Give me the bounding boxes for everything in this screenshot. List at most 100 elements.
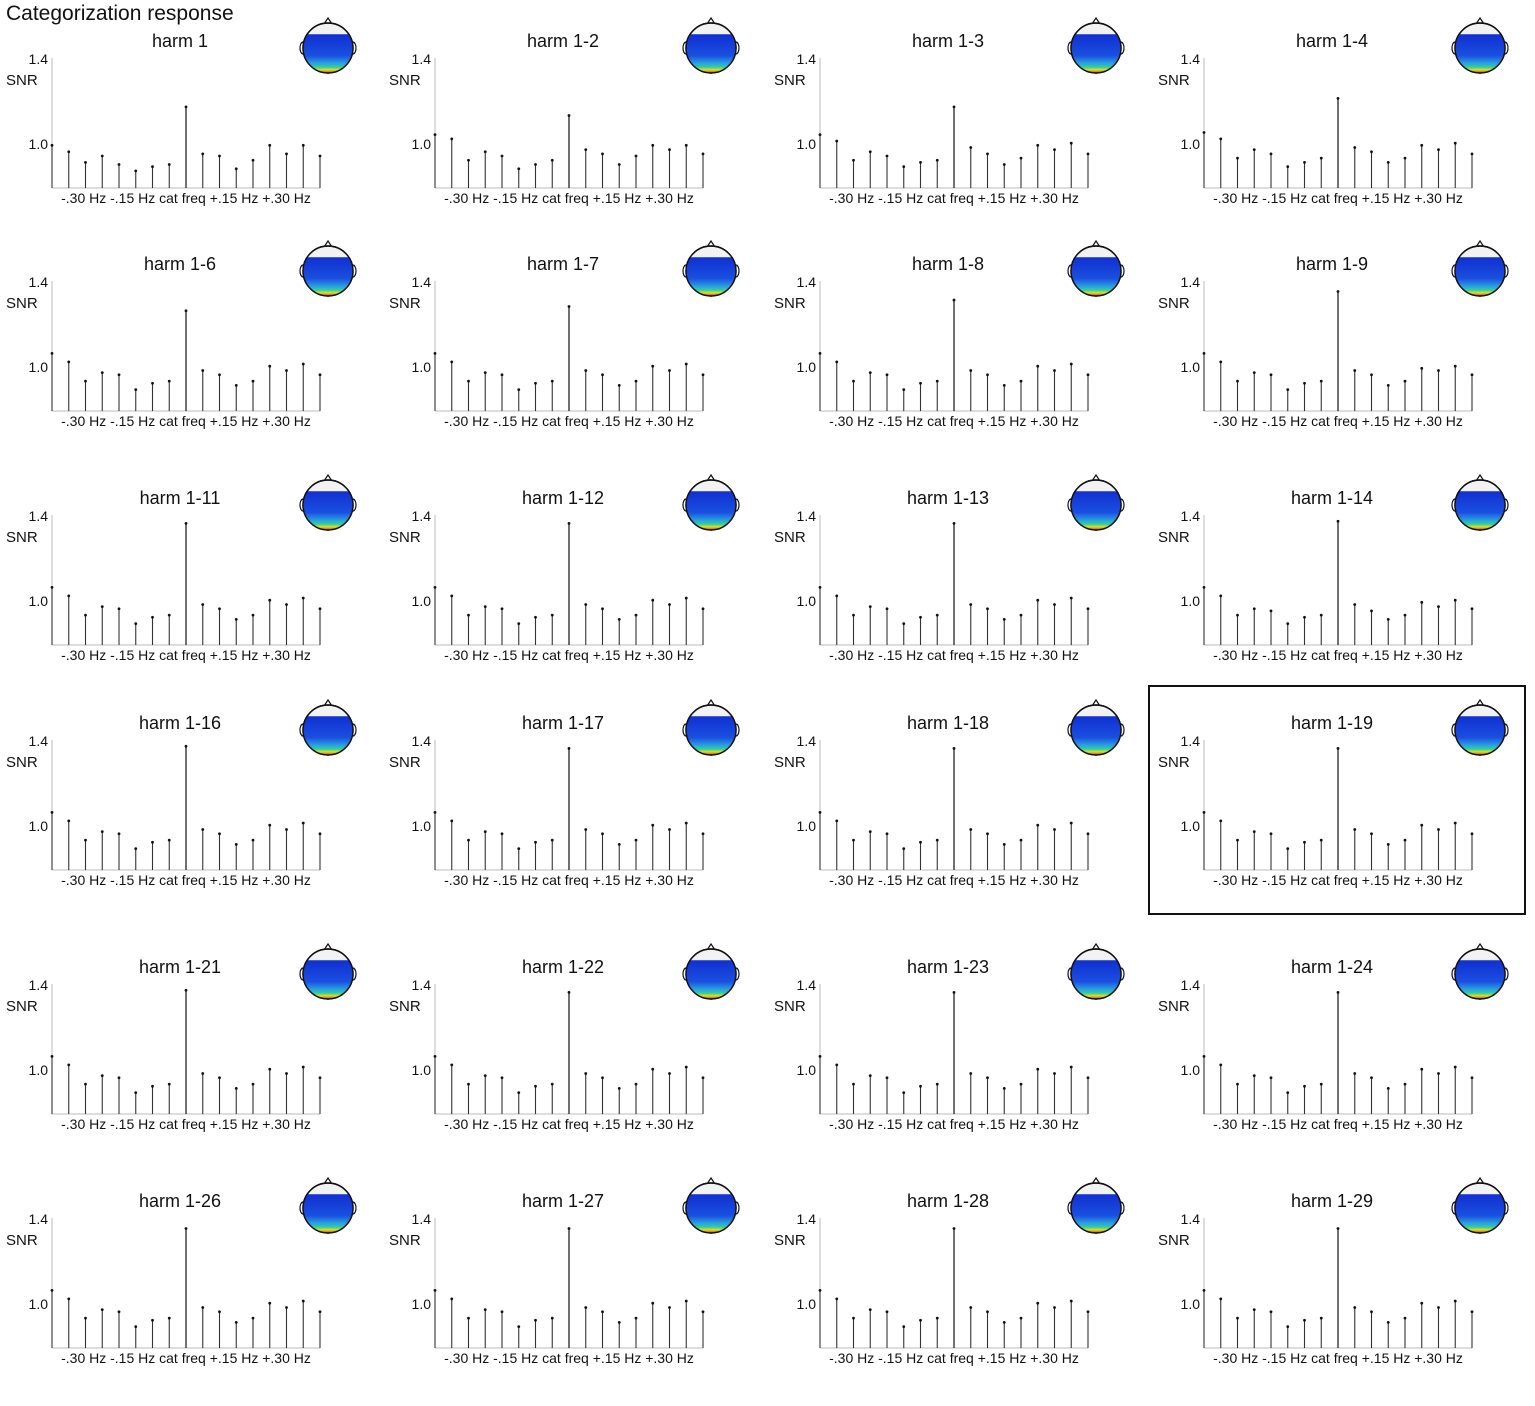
stem-marker xyxy=(668,1306,671,1309)
spectrum-panel: harm 1-29 SNR 1.4 1.0 -.30 Hz -.15 Hz cat fr… xyxy=(1152,1176,1535,1406)
stem-marker xyxy=(885,1310,889,1314)
stem-marker xyxy=(218,832,221,836)
stem-marker xyxy=(433,586,437,589)
spectrum-panel: harm 1 SNR 1.4 1.0 -.30 Hz -.15 Hz cat freq … xyxy=(0,16,383,246)
stem-marker xyxy=(567,991,571,994)
y-axis-label: SNR xyxy=(389,998,421,1015)
stem-marker xyxy=(1219,1063,1223,1067)
spectrum-chart xyxy=(433,473,740,646)
stem-marker xyxy=(167,1082,171,1086)
stem-marker xyxy=(668,369,671,372)
stem-marker xyxy=(433,811,437,814)
spectrum-chart xyxy=(1202,698,1509,871)
stem-marker xyxy=(1069,596,1073,600)
stem-marker xyxy=(1336,747,1340,750)
stem-marker xyxy=(668,603,671,606)
stem-marker xyxy=(684,1065,688,1069)
y-tick-label: 1.0 xyxy=(411,593,431,610)
x-axis-label: -.30 Hz -.15 Hz cat freq +.15 Hz +.30 Hz xyxy=(1213,190,1463,206)
stem-marker xyxy=(285,603,288,606)
spectrum-panel: harm 1-4 SNR 1.4 1.0 -.30 Hz -.15 Hz cat fre… xyxy=(1152,16,1535,246)
stem-marker xyxy=(1370,609,1373,613)
y-tick-label: 1.0 xyxy=(796,1062,816,1079)
stem-marker xyxy=(67,1297,71,1301)
y-axis-label: SNR xyxy=(389,295,421,312)
y-axis-label: SNR xyxy=(774,1232,806,1249)
stem-marker xyxy=(1437,369,1440,372)
stem-marker xyxy=(986,152,989,156)
stem-marker xyxy=(1219,1297,1223,1301)
stem-marker xyxy=(601,152,604,156)
panel-title: harm 1-21 xyxy=(138,957,222,977)
stem-marker xyxy=(952,991,956,994)
y-axis-label: SNR xyxy=(1158,1232,1190,1249)
spectrum-panel: harm 1-9 SNR 1.4 1.0 -.30 Hz -.15 Hz cat fre… xyxy=(1152,239,1535,469)
stem-marker xyxy=(818,352,822,355)
stem-marker xyxy=(935,1082,939,1086)
stem-marker xyxy=(885,373,889,377)
spectrum-chart xyxy=(50,239,357,412)
stem-marker xyxy=(467,1082,470,1086)
stem-marker xyxy=(1036,364,1040,368)
stem-marker xyxy=(1002,1087,1006,1090)
stem-marker xyxy=(301,596,305,600)
stem-marker xyxy=(902,1325,906,1329)
topography-head-icon xyxy=(1067,16,1125,74)
stem-marker xyxy=(1470,832,1474,836)
stem-marker xyxy=(184,744,188,748)
spectrum-panel: harm 1-21 SNR 1.4 1.0 -.30 Hz -.15 Hz cat fr… xyxy=(0,942,383,1172)
stem-marker xyxy=(1470,373,1474,377)
stem-marker xyxy=(868,1074,872,1077)
x-axis-label: -.30 Hz -.15 Hz cat freq +.15 Hz +.30 Hz xyxy=(829,1350,1079,1366)
spectrum-chart xyxy=(433,16,740,189)
x-axis-label: -.30 Hz -.15 Hz cat freq +.15 Hz +.30 Hz xyxy=(829,647,1079,663)
topography-head-icon xyxy=(299,239,357,297)
stem-marker xyxy=(151,840,154,844)
spectrum-panel: harm 1-8 SNR 1.4 1.0 -.30 Hz -.15 Hz cat fre… xyxy=(768,239,1151,469)
stem-marker xyxy=(251,379,255,383)
stem-marker xyxy=(567,1227,571,1230)
y-tick-label: 1.4 xyxy=(411,733,431,749)
stem-marker xyxy=(483,830,487,833)
stem-marker xyxy=(84,1082,87,1086)
topography-head-icon xyxy=(299,16,357,74)
stem-marker xyxy=(67,819,71,823)
spectrum-panel: harm 1-16 SNR 1.4 1.0 -.30 Hz -.15 Hz cat fr… xyxy=(0,698,383,928)
topography-head-icon xyxy=(299,1176,357,1234)
stem-marker xyxy=(84,613,87,617)
y-tick-label: 1.4 xyxy=(796,51,816,67)
stem-marker xyxy=(701,832,705,836)
stem-marker xyxy=(601,373,604,377)
stem-marker xyxy=(852,1082,855,1086)
stem-marker xyxy=(467,838,470,842)
stem-marker xyxy=(1036,143,1040,147)
stem-marker xyxy=(151,165,154,169)
stem-marker xyxy=(567,747,571,750)
stem-marker xyxy=(1269,832,1273,836)
stem-marker xyxy=(517,1091,521,1095)
stem-marker xyxy=(986,832,989,836)
stem-marker xyxy=(1236,156,1239,160)
stem-marker xyxy=(701,373,705,377)
spectrum-panel: harm 1-23 SNR 1.4 1.0 -.30 Hz -.15 Hz cat fr… xyxy=(768,942,1151,1172)
stem-marker xyxy=(483,605,487,608)
page-title: Categorization response xyxy=(6,2,234,25)
x-axis-label: -.30 Hz -.15 Hz cat freq +.15 Hz +.30 Hz xyxy=(444,872,694,888)
y-tick-label: 1.0 xyxy=(411,1062,431,1079)
spectrum-panel: harm 1-18 SNR 1.4 1.0 -.30 Hz -.15 Hz cat fr… xyxy=(768,698,1151,928)
stem-marker xyxy=(450,137,454,141)
panel-title: harm 1-29 xyxy=(1290,1191,1374,1211)
stem-marker xyxy=(885,607,889,611)
panel-title: harm 1-4 xyxy=(1295,31,1369,51)
stem-marker xyxy=(117,1076,121,1080)
stem-marker xyxy=(1086,373,1090,377)
stem-marker xyxy=(1019,613,1023,617)
spectrum-panel: harm 1-12 SNR 1.4 1.0 -.30 Hz -.15 Hz cat fr… xyxy=(383,473,766,703)
stem-marker xyxy=(433,133,437,137)
stem-marker xyxy=(1053,1072,1056,1075)
stem-marker xyxy=(1002,384,1006,387)
stem-marker xyxy=(151,1084,154,1088)
stem-marker xyxy=(919,161,922,164)
stem-marker xyxy=(584,1072,588,1075)
stem-marker xyxy=(1236,379,1239,383)
